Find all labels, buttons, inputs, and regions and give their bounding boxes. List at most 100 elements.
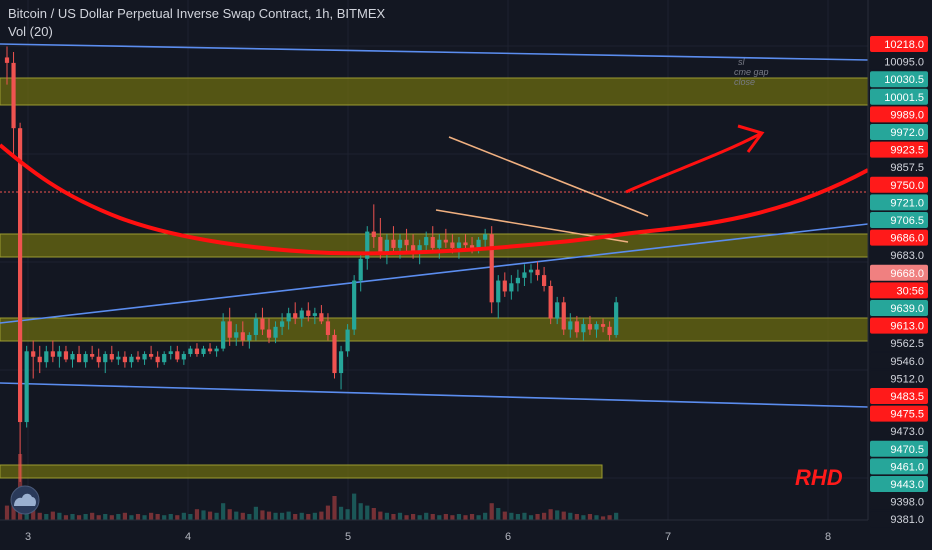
candle-body xyxy=(614,302,619,335)
price-label-badge xyxy=(870,71,928,88)
note-line-1: sl xyxy=(738,57,746,67)
volume-bar xyxy=(149,512,154,520)
candle-body xyxy=(456,242,462,248)
candle-body xyxy=(443,239,448,243)
candle-body xyxy=(135,356,141,360)
volume-bar xyxy=(443,514,448,520)
volume-bar xyxy=(175,515,180,520)
candle-body xyxy=(76,354,82,363)
price-label-badge xyxy=(870,511,928,528)
candle-body xyxy=(509,283,514,292)
volume-bar xyxy=(522,512,527,520)
candle-body xyxy=(63,351,69,360)
candle-body xyxy=(384,239,389,254)
volume-bar xyxy=(424,512,429,520)
time-tick-label: 3 xyxy=(25,531,31,543)
volume-bar xyxy=(574,514,579,520)
price-label-group: 10218.0 10095.0 10030.5 10001.5 9989.0 9972.0… xyxy=(870,36,928,528)
price-label-badge xyxy=(870,36,928,52)
volume-bar xyxy=(561,511,566,520)
candle-body xyxy=(273,326,278,338)
candle-body xyxy=(214,348,219,352)
volume-bar xyxy=(365,505,370,520)
volume-bar xyxy=(247,514,252,520)
candle-body xyxy=(365,231,370,259)
volume-bar xyxy=(306,514,311,520)
rounded-bottom-curve[interactable] xyxy=(0,143,869,256)
volume-bar xyxy=(221,503,226,520)
volume-bar xyxy=(31,510,36,520)
volume-bar xyxy=(555,510,560,520)
candle-body xyxy=(417,245,422,254)
price-label-badge xyxy=(870,264,928,281)
price-label: 9686.0 xyxy=(890,233,924,245)
volume-bar xyxy=(4,505,10,520)
wedge-upper-line xyxy=(448,136,649,217)
support-zone-lower xyxy=(0,464,603,479)
candle-body xyxy=(515,277,520,284)
volume-bar xyxy=(542,512,547,520)
volume-bar xyxy=(168,514,173,520)
volume-bar xyxy=(90,512,95,520)
candle-body xyxy=(31,351,36,357)
volume-bar xyxy=(469,514,475,520)
time-axis[interactable]: 3 4 5 6 7 8 xyxy=(25,531,831,543)
volume-bar xyxy=(155,514,160,520)
trendline-group[interactable] xyxy=(0,43,869,408)
candle-body xyxy=(70,354,75,360)
candle-body xyxy=(221,321,226,349)
candle-body xyxy=(280,321,285,327)
volume-bar xyxy=(594,515,599,520)
price-label: 9475.5 xyxy=(890,409,924,421)
volume-bar xyxy=(11,503,16,520)
volume-bar xyxy=(352,493,357,520)
price-label-badge xyxy=(870,141,928,158)
candle-body xyxy=(4,57,10,63)
volume-bar xyxy=(483,512,488,520)
candle-body xyxy=(24,351,29,423)
candle-body xyxy=(116,356,121,360)
lower-trendline xyxy=(0,382,869,408)
price-label: 10218.0 xyxy=(884,39,924,51)
candle-body xyxy=(266,329,272,338)
tradingview-logo-icon[interactable] xyxy=(10,485,40,515)
candle-body xyxy=(463,242,468,246)
volume-bar xyxy=(201,510,206,520)
price-label-badge xyxy=(870,440,928,457)
volume-bar xyxy=(44,514,49,520)
upper-trendline xyxy=(0,43,869,61)
price-label-badge xyxy=(870,229,928,246)
candle-body xyxy=(18,128,23,423)
price-label: 9706.5 xyxy=(890,215,924,227)
price-label: 9857.5 xyxy=(890,162,924,174)
volume-bar xyxy=(325,505,331,520)
price-label: 9639.0 xyxy=(890,303,924,315)
price-label: 9473.0 xyxy=(890,426,924,438)
candle-body xyxy=(240,332,245,341)
volume-bar xyxy=(227,509,232,520)
time-tick-label: 5 xyxy=(345,531,351,543)
volume-bar xyxy=(391,514,396,520)
support-zone-middle xyxy=(0,317,869,342)
candle-body xyxy=(345,329,350,352)
candle-body xyxy=(247,334,252,341)
candle-body xyxy=(194,348,200,355)
candle-body xyxy=(207,348,213,352)
price-label: 9470.5 xyxy=(890,444,924,456)
volume-bar xyxy=(476,515,481,520)
candle-body xyxy=(293,313,298,319)
price-label-badge xyxy=(870,405,928,422)
price-label-badge xyxy=(870,282,928,299)
price-label: 9546.0 xyxy=(890,356,924,368)
candle-body xyxy=(483,234,488,240)
candle-body xyxy=(528,269,534,273)
bullish-arrow[interactable] xyxy=(625,124,765,194)
candle-body xyxy=(286,313,291,322)
volume-bar xyxy=(378,511,383,520)
candle-body xyxy=(155,356,160,363)
candle-body xyxy=(11,62,16,129)
volume-bar xyxy=(607,515,612,520)
price-label: 9461.0 xyxy=(890,461,924,473)
volume-bar xyxy=(404,515,409,520)
